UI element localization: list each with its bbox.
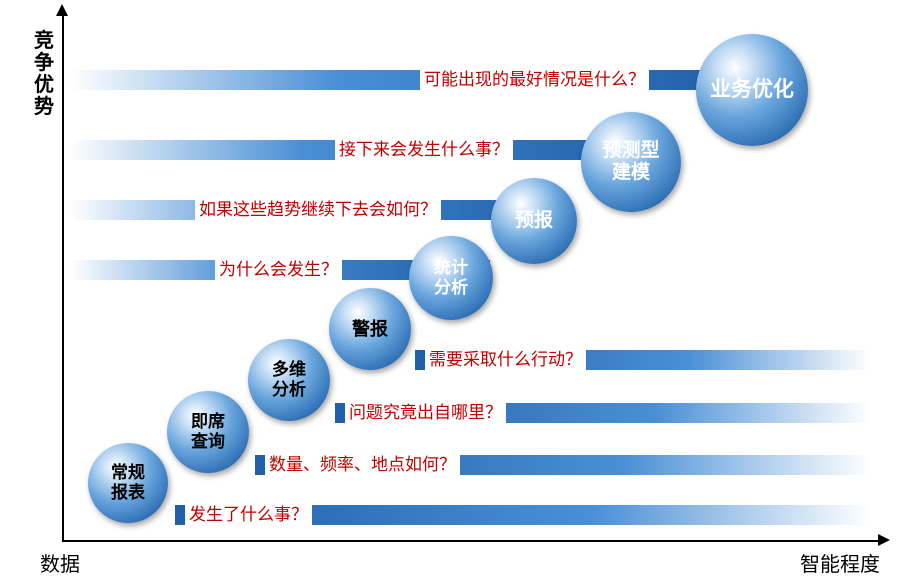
question-text: 需要采取什么行动？ bbox=[425, 350, 586, 370]
y-axis-label-char: 势 bbox=[34, 96, 54, 118]
y-axis-label-char: 竞 bbox=[34, 30, 54, 52]
question-text: 发生了什么事？ bbox=[185, 505, 312, 525]
maturity-node-label: 多维 分析 bbox=[272, 360, 306, 399]
x-axis-label-right: 智能程度 bbox=[800, 548, 880, 577]
maturity-node: 统计 分析 bbox=[409, 236, 493, 320]
y-axis-label-char: 争 bbox=[34, 52, 54, 74]
maturity-node-label: 常规 报表 bbox=[111, 463, 145, 502]
maturity-node: 多维 分析 bbox=[248, 339, 330, 421]
maturity-node-label: 即席 查询 bbox=[191, 412, 225, 451]
maturity-node: 即席 查询 bbox=[167, 391, 249, 473]
question-text: 问题究竟出自哪里？ bbox=[345, 403, 506, 423]
y-axis bbox=[62, 14, 64, 540]
maturity-node: 预报 bbox=[491, 178, 577, 264]
y-axis-label-char: 优 bbox=[34, 74, 54, 96]
maturity-node-label: 预报 bbox=[515, 210, 553, 232]
question-text: 接下来会发生什么事？ bbox=[335, 140, 513, 160]
x-axis-arrow bbox=[878, 534, 890, 546]
diagram-stage: 竞 争 优 势 数据 智能程度 发生了什么事？ 数量、频率、地点如何？ 问题究竟出自… bbox=[0, 0, 900, 575]
question-text: 为什么会发生？ bbox=[215, 260, 342, 280]
maturity-node-label: 预测型 建模 bbox=[602, 140, 659, 184]
maturity-node: 警报 bbox=[329, 288, 411, 370]
maturity-node: 预测型 建模 bbox=[581, 112, 681, 212]
question-text: 数量、频率、地点如何？ bbox=[265, 455, 460, 475]
maturity-node-label: 业务优化 bbox=[710, 78, 794, 102]
y-axis-arrow bbox=[56, 4, 68, 16]
y-axis-label: 竞 争 优 势 bbox=[34, 30, 54, 118]
maturity-node-label: 统计 分析 bbox=[434, 258, 468, 297]
question-text: 可能出现的最好情况是什么？ bbox=[420, 70, 649, 90]
maturity-node: 业务优化 bbox=[696, 34, 808, 146]
x-axis bbox=[62, 540, 880, 542]
question-text: 如果这些趋势继续下去会如何？ bbox=[195, 200, 441, 220]
maturity-node: 常规 报表 bbox=[88, 443, 168, 523]
x-axis-label-left: 数据 bbox=[40, 548, 80, 577]
maturity-node-label: 警报 bbox=[352, 319, 388, 340]
